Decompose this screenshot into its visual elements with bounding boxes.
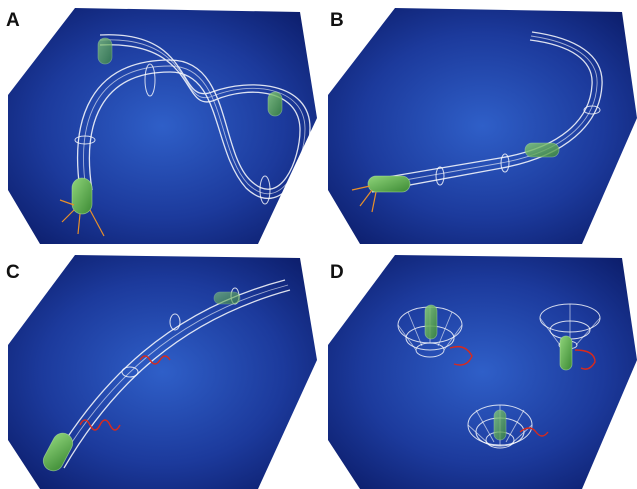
figure: A B C bbox=[0, 0, 637, 489]
panel-c: C bbox=[6, 255, 317, 489]
panel-a: A bbox=[6, 8, 317, 244]
panel-b: B bbox=[328, 8, 637, 244]
plane bbox=[8, 8, 317, 244]
panel-label: A bbox=[6, 10, 20, 31]
cell bbox=[98, 38, 112, 64]
cell bbox=[560, 336, 572, 370]
panel-d: D bbox=[328, 255, 637, 489]
cell bbox=[268, 92, 282, 116]
cell bbox=[425, 305, 437, 339]
cell bbox=[72, 178, 92, 214]
panel-label: B bbox=[330, 10, 344, 31]
cell bbox=[214, 292, 240, 304]
plane bbox=[328, 8, 637, 244]
cell bbox=[494, 410, 506, 440]
cell bbox=[525, 143, 559, 157]
plane bbox=[328, 255, 637, 489]
panel-label: D bbox=[330, 262, 344, 283]
cell bbox=[368, 176, 410, 192]
panel-label: C bbox=[6, 262, 20, 283]
